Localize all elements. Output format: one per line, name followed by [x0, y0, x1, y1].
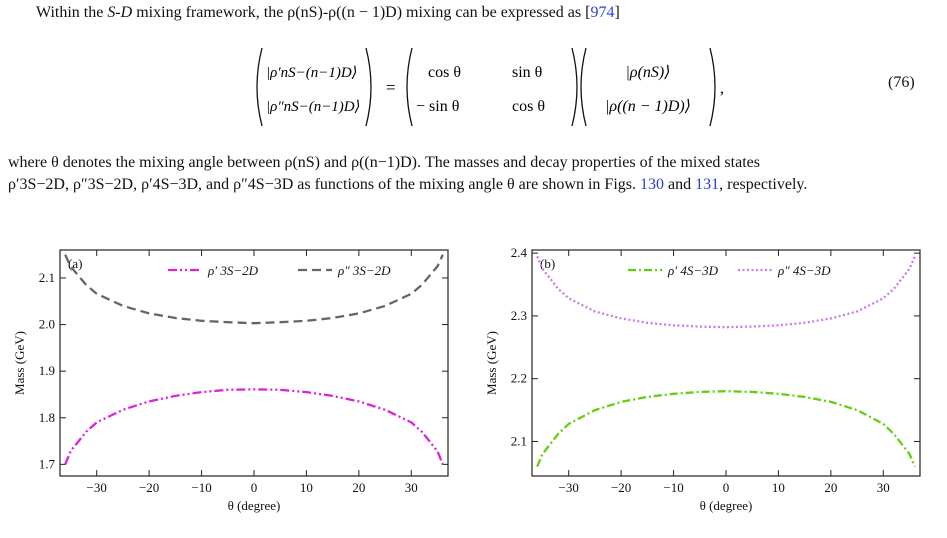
y-tick-label: 1.7 — [39, 456, 56, 471]
plot-frame — [531, 249, 921, 477]
x-axis-label: θ (degree) — [228, 498, 281, 513]
description-and: and — [664, 176, 696, 193]
plot-frame — [59, 249, 449, 477]
intro-sentence: Within the S-D mixing framework, the ρ(n… — [36, 4, 620, 22]
y-axis-label: Mass (GeV) — [12, 331, 27, 395]
description-text: ρ′3S−2D, ρ″3S−2D, ρ′4S−3D, and ρ″4S−3D a… — [8, 176, 640, 193]
series-line-1 — [64, 388, 444, 465]
lhs-top: |ρ′nS−(n−1)D⟩ — [266, 65, 358, 81]
x-tick-label: 0 — [723, 480, 730, 495]
mixing-equation: |ρ′nS−(n−1)D⟩ |ρ″nS−(n−1)D⟩ = cos θ sin … — [256, 47, 724, 127]
x-tick-label: −30 — [87, 480, 107, 495]
description-line-1: where θ denotes the mixing angle between… — [8, 154, 760, 171]
paren-left-3 — [580, 47, 587, 127]
matrix-m21: − sin θ — [416, 98, 459, 115]
description-line-2: ρ′3S−2D, ρ″3S−2D, ρ′4S−3D, and ρ″4S−3D a… — [8, 174, 940, 196]
description-end: , respectively. — [719, 176, 808, 193]
x-tick-label: 10 — [300, 480, 313, 495]
figure-link-131[interactable]: 131 — [695, 176, 720, 193]
chart-panel-b: −30 −20 −10 0 10 20 30 2.1 2.2 2.3 2.4 θ (degree) Ma… — [484, 245, 921, 513]
x-tick-label: 30 — [405, 480, 418, 495]
x-tick-label: −10 — [191, 480, 211, 495]
legend-label-1: ρ′ 4S−3D — [667, 263, 719, 278]
y-tick-label: 2.3 — [511, 308, 527, 323]
series-line-2 — [536, 255, 916, 329]
equals-sign: = — [386, 78, 396, 97]
figure-panels: −30 −20 −10 0 10 20 30 1.7 1.8 1.9 2.0 2.1 θ (degree… — [12, 245, 921, 513]
y-tick-label: 1.8 — [39, 410, 55, 425]
x-tick-label: 10 — [772, 480, 785, 495]
y-tick-label: 2.4 — [511, 245, 528, 260]
paren-right-2 — [571, 47, 578, 127]
legend-label-1: ρ′ 3S−2D — [207, 263, 259, 278]
intro-text-end: ] — [614, 4, 620, 21]
legend-label-2: ρ″ 3S−2D — [337, 263, 391, 278]
matrix-m12: sin θ — [512, 64, 542, 81]
citation-link[interactable]: 974 — [590, 4, 615, 21]
y-tick-label: 2.1 — [39, 270, 55, 285]
intro-text-mid: mixing framework, the ρ(nS)-ρ((n − 1)D) … — [132, 4, 591, 21]
rhs-bottom: |ρ((n − 1)D)⟩ — [605, 98, 691, 115]
equation-number: (76) — [888, 74, 915, 91]
sd-term: S-D — [107, 4, 133, 21]
x-tick-label: 20 — [352, 480, 365, 495]
rhs-top: |ρ(nS)⟩ — [626, 64, 671, 81]
paren-left-2 — [406, 47, 413, 127]
description-paragraph: where θ denotes the mixing angle between… — [8, 152, 940, 196]
x-tick-label: −10 — [663, 480, 683, 495]
intro-text: Within the — [36, 4, 108, 21]
matrix-m11: cos θ — [428, 64, 461, 81]
equation-comma: , — [720, 80, 724, 97]
x-axis-label: θ (degree) — [700, 498, 753, 513]
y-tick-label: 1.9 — [39, 363, 55, 378]
x-tick-label: −30 — [559, 480, 579, 495]
x-tick-label: −20 — [139, 480, 159, 495]
x-tick-label: 20 — [824, 480, 837, 495]
paren-right-1 — [365, 47, 372, 127]
chart-panel-a: −30 −20 −10 0 10 20 30 1.7 1.8 1.9 2.0 2.1 θ (degree… — [12, 249, 449, 513]
paren-right-3 — [709, 47, 716, 127]
y-tick-label: 2.1 — [511, 433, 527, 448]
paren-left-1 — [256, 47, 263, 127]
matrix-m22: cos θ — [512, 98, 545, 115]
x-tick-label: −20 — [611, 480, 631, 495]
figure-link-130[interactable]: 130 — [640, 176, 664, 193]
series-line-2 — [64, 254, 444, 325]
y-tick-label: 2.0 — [39, 317, 55, 332]
series-line-1 — [536, 390, 916, 468]
y-tick-label: 2.2 — [511, 371, 527, 386]
panel-label: (b) — [540, 256, 555, 271]
panel-label: (a) — [68, 256, 82, 271]
x-tick-label: 30 — [877, 480, 890, 495]
y-axis-label: Mass (GeV) — [484, 331, 499, 395]
x-tick-label: 0 — [251, 480, 258, 495]
lhs-bottom: |ρ″nS−(n−1)D⟩ — [266, 99, 361, 115]
legend-label-2: ρ″ 4S−3D — [777, 263, 831, 278]
